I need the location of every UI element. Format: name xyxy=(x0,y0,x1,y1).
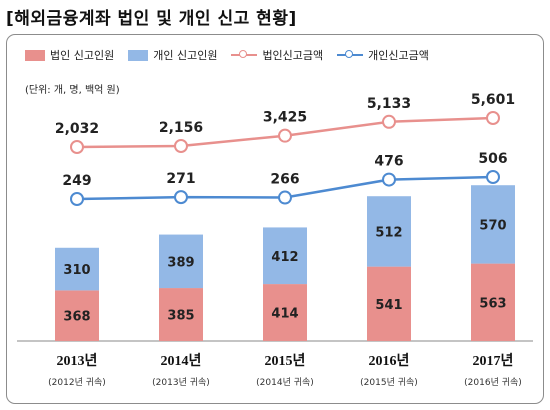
legend-label-indiv-amount: 개인신고금액 xyxy=(368,49,429,62)
category-label-0: 2013년 xyxy=(57,353,98,369)
category-sublabel-0: (2012년 귀속) xyxy=(48,377,106,388)
bar-label-indiv-count-0: 310 xyxy=(63,263,90,278)
point-indiv-amount-1 xyxy=(174,190,188,205)
bar-corp-count-1 xyxy=(159,288,203,341)
point-indiv-amount-3 xyxy=(382,172,396,187)
bar-label-indiv-count-4: 570 xyxy=(479,218,506,233)
category-sublabel-1: (2013년 귀속) xyxy=(152,377,210,388)
bar-indiv-count-2 xyxy=(263,227,307,285)
legend-item-corp-amount: 법인신고금액 xyxy=(231,47,323,63)
legend-label-corp-count: 법인 신고인원 xyxy=(50,49,115,62)
point-corp-amount-3 xyxy=(382,114,396,129)
bar-corp-count-3 xyxy=(367,266,411,341)
bar-indiv-count-4 xyxy=(471,185,515,264)
legend-item-indiv-amount: 개인신고금액 xyxy=(337,47,429,63)
chart-frame: 법인 신고인원 개인 신고인원 법인신고금액 개인신고금액 (단위: 개, 명,… xyxy=(6,34,544,404)
bar-label-indiv-count-3: 512 xyxy=(375,225,402,240)
label-corp-amount-1: 2,156 xyxy=(159,120,203,136)
label-corp-amount-3: 5,133 xyxy=(367,96,411,112)
legend-item-corp-count: 법인 신고인원 xyxy=(25,47,114,63)
point-indiv-amount-0 xyxy=(70,192,84,206)
label-corp-amount-4: 5,601 xyxy=(471,92,515,108)
category-label-3: 2016년 xyxy=(369,353,410,369)
category-label-1: 2014년 xyxy=(161,353,202,369)
legend-item-indiv-count: 개인 신고인원 xyxy=(128,47,217,63)
chart-plot: 368 310 385 389 414 412 541 512 563 570 2,032 249 2,… xyxy=(17,92,533,388)
category-sublabel-4: (2016년 귀속) xyxy=(464,377,522,388)
point-indiv-amount-2 xyxy=(278,190,292,205)
bar-corp-count-2 xyxy=(263,284,307,341)
label-indiv-amount-1: 271 xyxy=(166,171,195,187)
label-indiv-amount-3: 476 xyxy=(374,154,403,170)
bar-indiv-count-3 xyxy=(367,196,411,267)
category-sublabel-2: (2014년 귀속) xyxy=(256,377,314,388)
legend-swatch-indiv-count xyxy=(128,49,149,61)
bar-label-corp-count-2: 414 xyxy=(271,307,298,322)
legend-label-corp-amount: 법인신고금액 xyxy=(262,49,324,62)
chart-title: [해외금융계좌 법인 및 개인 신고 현황] xyxy=(6,9,297,29)
label-indiv-amount-2: 266 xyxy=(270,172,299,188)
category-sublabel-3: (2015년 귀속) xyxy=(360,377,418,388)
legend-swatch-corp-amount xyxy=(231,49,258,61)
label-indiv-amount-4: 506 xyxy=(478,151,507,167)
category-label-2: 2015년 xyxy=(265,353,306,369)
bar-label-corp-count-1: 385 xyxy=(167,309,194,324)
point-indiv-amount-4 xyxy=(486,170,500,184)
point-corp-amount-2 xyxy=(278,128,292,143)
bar-label-corp-count-0: 368 xyxy=(63,310,90,325)
legend-swatch-corp-count xyxy=(25,49,45,61)
chart-legend: 법인 신고인원 개인 신고인원 법인신고금액 개인신고금액 xyxy=(25,47,429,63)
unit-note: (단위: 개, 명, 백억 원) xyxy=(25,85,120,96)
bar-corp-count-0 xyxy=(55,290,99,341)
label-corp-amount-0: 2,032 xyxy=(55,121,99,137)
label-corp-amount-2: 3,425 xyxy=(263,110,307,126)
point-corp-amount-1 xyxy=(174,138,188,153)
legend-label-indiv-count: 개인 신고인원 xyxy=(153,49,218,62)
point-corp-amount-0 xyxy=(70,140,84,154)
legend-swatch-indiv-amount xyxy=(337,49,364,61)
bar-label-corp-count-4: 563 xyxy=(479,296,506,311)
bar-indiv-count-1 xyxy=(159,234,203,289)
bar-corp-count-4 xyxy=(471,263,515,341)
bar-label-indiv-count-1: 389 xyxy=(167,255,194,270)
bar-label-corp-count-3: 541 xyxy=(375,298,402,313)
point-corp-amount-4 xyxy=(486,111,500,125)
category-label-4: 2017년 xyxy=(473,353,514,369)
bar-label-indiv-count-2: 412 xyxy=(271,250,298,265)
label-indiv-amount-0: 249 xyxy=(62,173,91,189)
bar-indiv-count-0 xyxy=(55,247,99,291)
